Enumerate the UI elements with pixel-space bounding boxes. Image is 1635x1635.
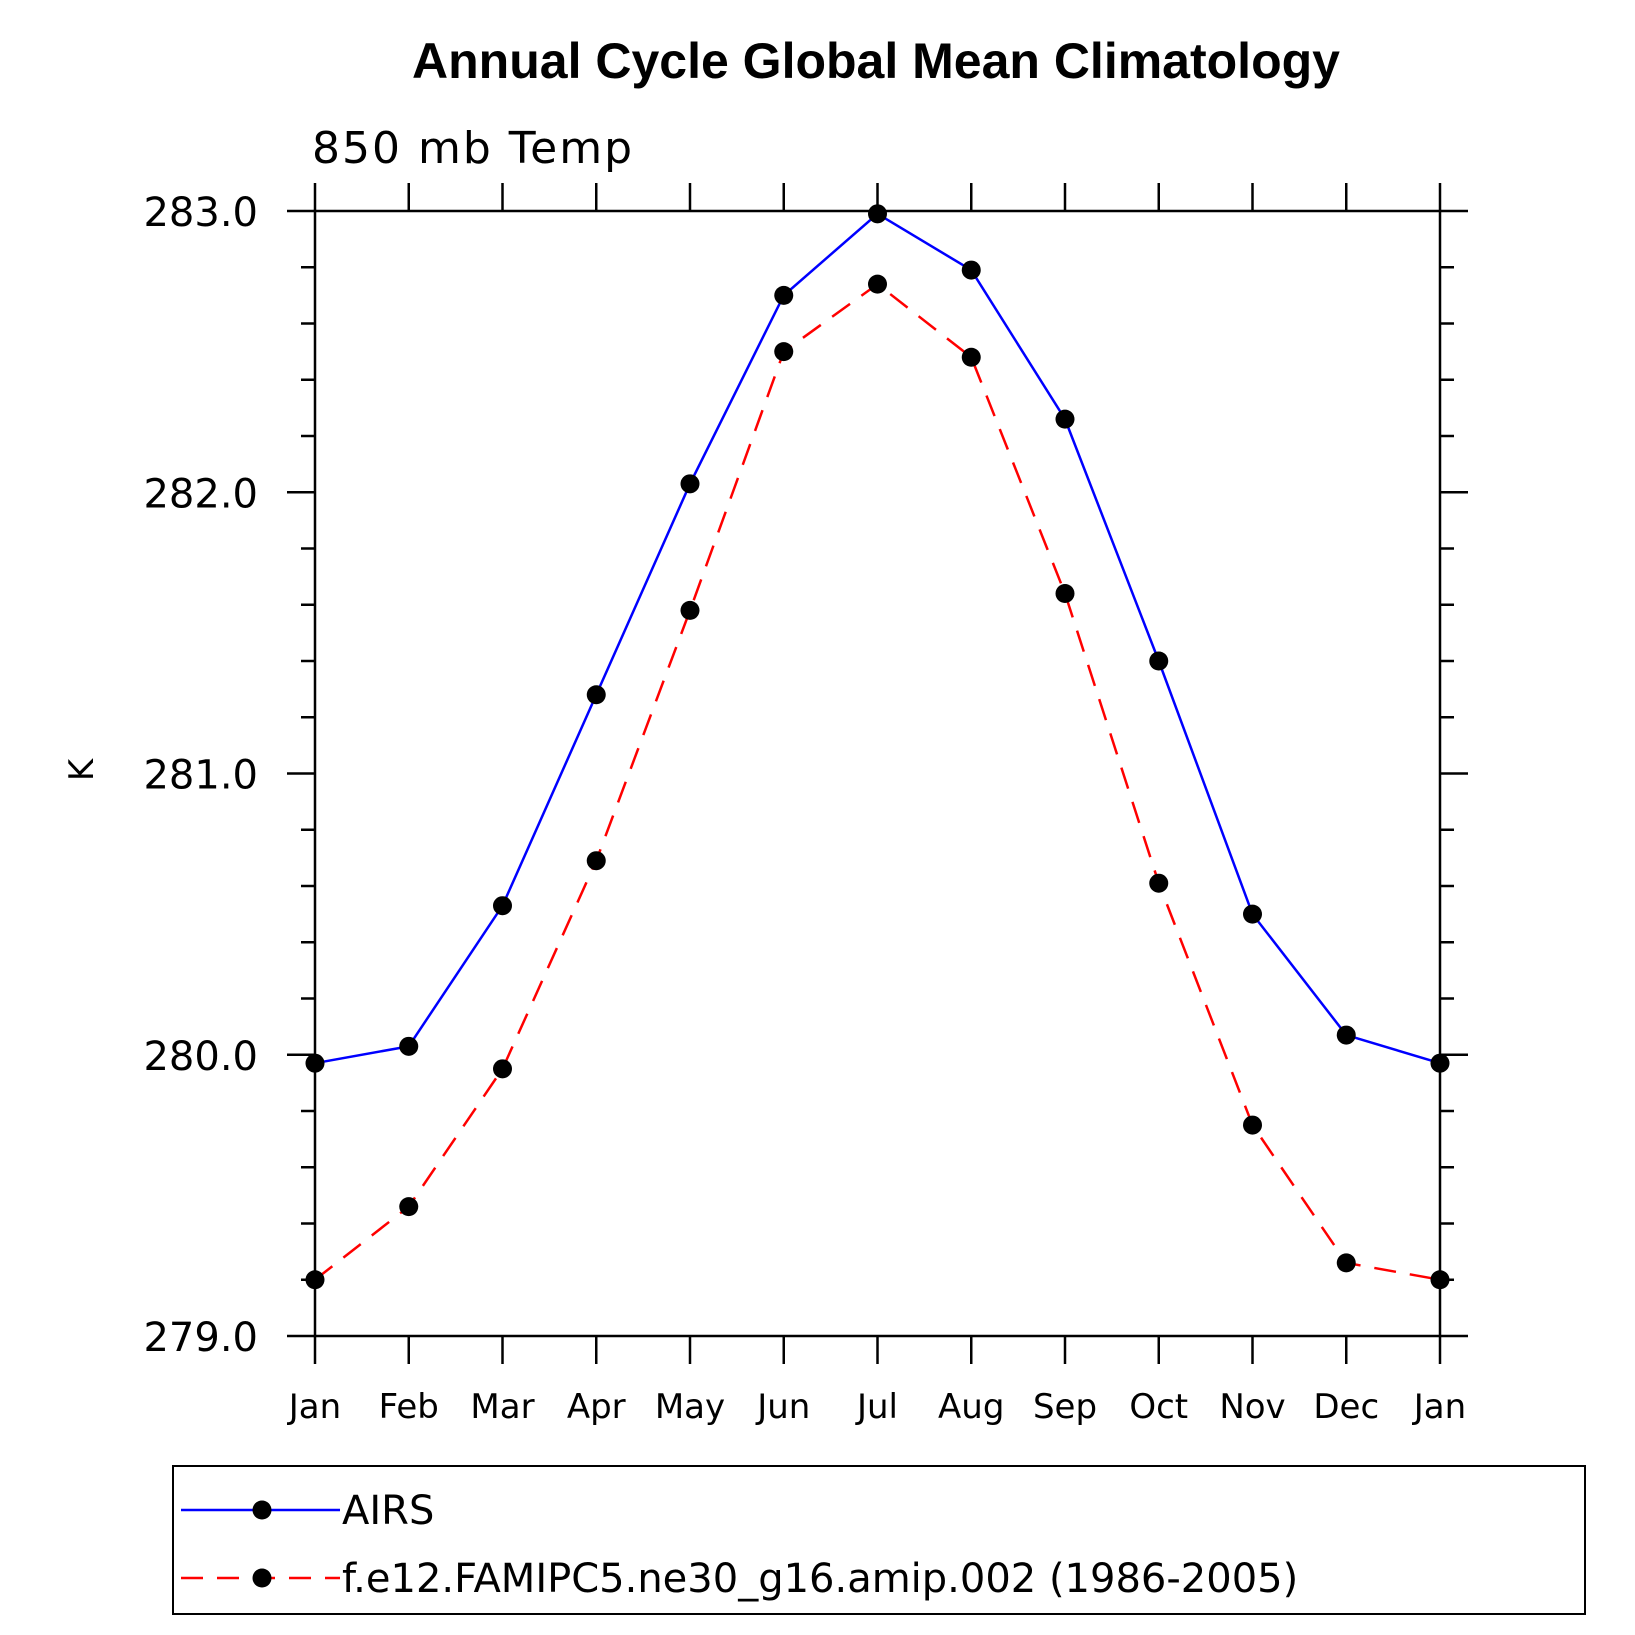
data-point xyxy=(1055,409,1075,429)
x-tick-label: Apr xyxy=(567,1387,626,1427)
data-point xyxy=(493,896,512,916)
data-point xyxy=(961,347,981,367)
x-tick-label: May xyxy=(655,1387,725,1427)
series-line xyxy=(314,212,1441,1065)
x-tick-label: Aug xyxy=(938,1387,1004,1427)
x-tick-labels: Jan Feb Mar Apr May Jun Jul Aug Sep Oct Nov Dec Jan xyxy=(287,1387,1466,1427)
y-tick-label: 279.0 xyxy=(143,1315,258,1361)
data-point xyxy=(493,1059,512,1079)
x-tick-label: Sep xyxy=(1033,1387,1097,1427)
data-point xyxy=(1430,1053,1450,1073)
data-point xyxy=(1055,584,1075,603)
data-point xyxy=(868,274,887,294)
y-tick-label: 280.0 xyxy=(143,1034,258,1080)
series-line xyxy=(314,282,1441,1281)
series-1 xyxy=(305,204,1450,1073)
data-point xyxy=(1149,651,1169,671)
data-point xyxy=(586,851,606,871)
y-tick-labels: 279.0 280.0 281.0 282.0 283.0 xyxy=(143,190,258,1361)
data-point xyxy=(1430,1270,1450,1290)
data-point xyxy=(586,685,606,705)
legend: AIRS f.e12.FAMIPC5.ne30_g16.amip.002 (198… xyxy=(181,1488,1298,1602)
x-tick-label: Oct xyxy=(1129,1387,1188,1427)
data-point xyxy=(399,1197,419,1217)
data-point xyxy=(1243,904,1262,924)
data-point xyxy=(1336,1025,1356,1045)
x-tick-label: Feb xyxy=(379,1387,439,1427)
x-tick-label: Jan xyxy=(1412,1387,1466,1427)
data-point xyxy=(305,1053,325,1073)
x-tick-label: Mar xyxy=(470,1387,534,1427)
legend-marker xyxy=(252,1568,272,1588)
plot-frame xyxy=(313,209,1442,1338)
y-axis-label: K xyxy=(62,757,102,781)
x-tick-label: Jan xyxy=(287,1387,341,1427)
x-tick-label: Dec xyxy=(1313,1387,1379,1427)
y-tick-label: 282.0 xyxy=(143,471,258,517)
y-tick-label: 281.0 xyxy=(143,753,258,799)
x-tick-label: Jun xyxy=(755,1387,810,1427)
chart-title: Annual Cycle Global Mean Climatology xyxy=(412,33,1340,89)
data-point xyxy=(1149,873,1169,893)
x-tick-label: Nov xyxy=(1219,1387,1285,1427)
data-point xyxy=(868,204,887,224)
legend-label: f.e12.FAMIPC5.ne30_g16.amip.002 (1986-20… xyxy=(342,1556,1298,1602)
data-point xyxy=(399,1036,419,1056)
data-point xyxy=(774,285,794,305)
data-point xyxy=(1336,1253,1356,1273)
legend-marker xyxy=(252,1500,272,1520)
series-layer xyxy=(305,204,1450,1290)
chart-subtitle: 850 mb Temp xyxy=(312,123,634,174)
legend-label: AIRS xyxy=(342,1488,434,1534)
y-tick-label: 283.0 xyxy=(143,190,258,236)
data-point xyxy=(305,1270,325,1290)
data-point xyxy=(961,260,981,280)
legend-box xyxy=(172,1465,1586,1615)
data-point xyxy=(680,600,700,620)
data-point xyxy=(680,474,700,494)
data-point xyxy=(1243,1115,1262,1135)
data-point xyxy=(774,342,794,362)
axis-ticks xyxy=(287,183,1468,1364)
series-2 xyxy=(305,274,1450,1290)
x-tick-label: Jul xyxy=(855,1387,898,1427)
